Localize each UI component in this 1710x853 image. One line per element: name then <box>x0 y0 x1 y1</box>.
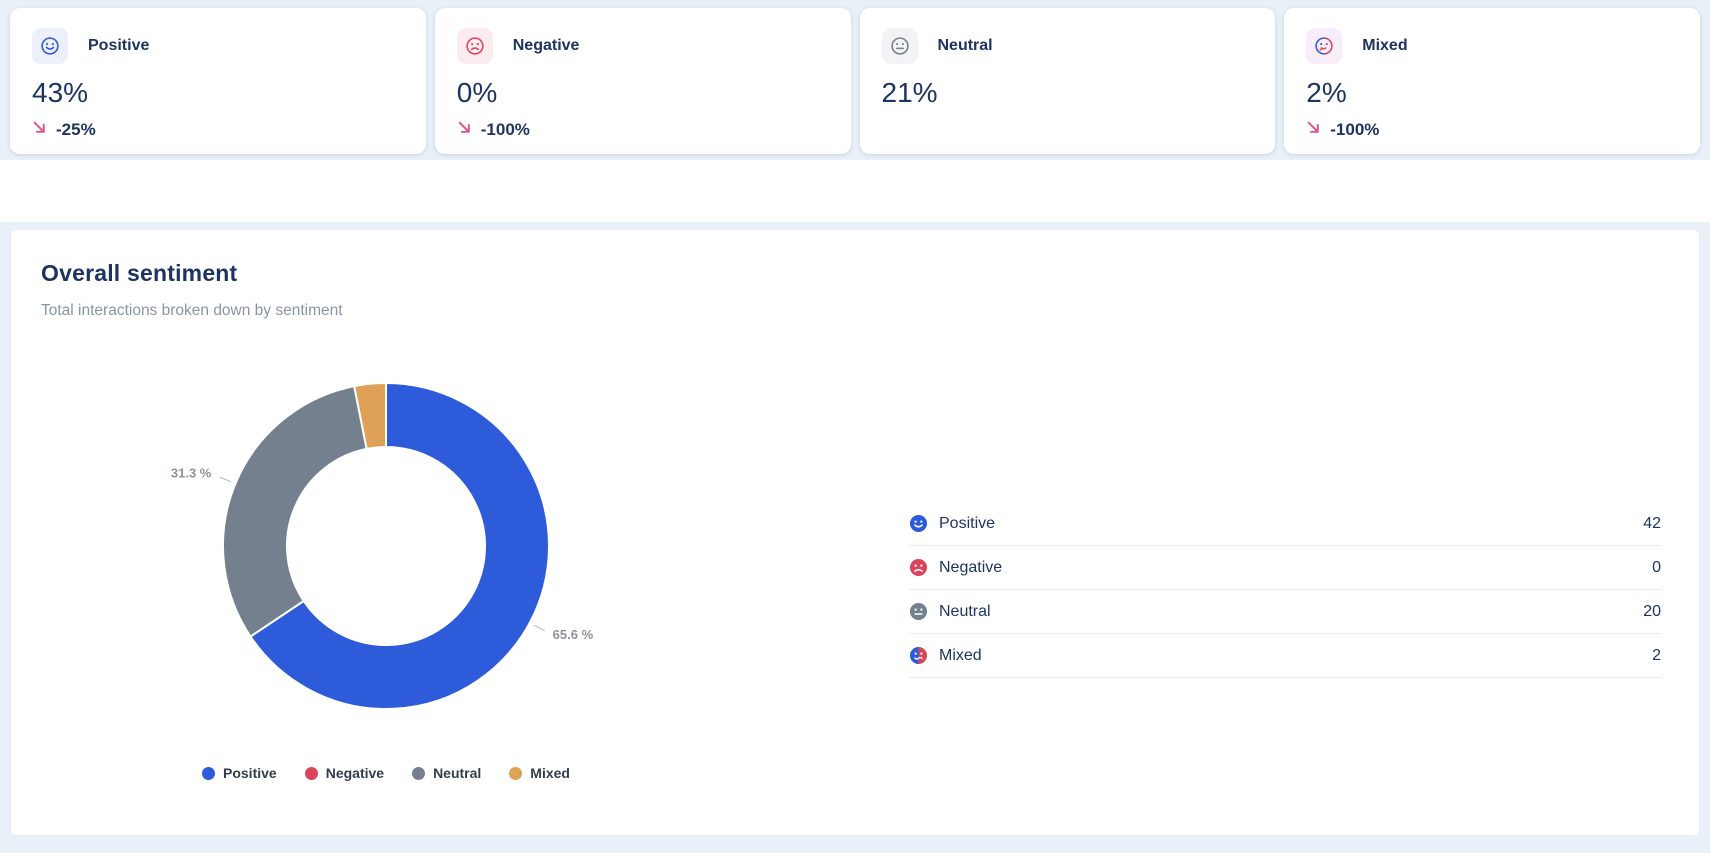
positive-smiley-icon <box>32 28 68 64</box>
stat-card-delta-value: -100% <box>480 120 530 139</box>
stat-card-label: Mixed <box>1362 37 1408 54</box>
slice-label-leader-line <box>533 624 545 632</box>
stat-card-label: Negative <box>512 37 580 54</box>
legend-dot-positive <box>202 766 215 780</box>
slice-percentage-label: 31.3 % <box>171 466 212 481</box>
chart-legend: Positive Negative Neutral Mixed <box>41 765 731 781</box>
legend-dot-mixed <box>509 766 523 780</box>
sentiment-breakdown-list: Positive 42 Negative 0 <box>909 502 1661 781</box>
breakdown-row-neutral[interactable]: Neutral 20 <box>909 590 1661 634</box>
panel-wrapper: Overall sentiment Total interactions bro… <box>0 222 1710 843</box>
stat-card-delta: -25% <box>32 120 404 140</box>
legend-item-mixed[interactable]: Mixed <box>509 765 570 781</box>
donut-chart[interactable]: 65.6 % 31.3 % <box>41 326 731 738</box>
legend-label: Mixed <box>530 765 570 781</box>
breakdown-value: 0 <box>1652 558 1661 576</box>
donut-slice-mixed[interactable] <box>353 381 387 451</box>
stat-card-delta: -100% <box>457 120 829 140</box>
breakdown-row-positive[interactable]: Positive 42 <box>909 502 1661 546</box>
legend-label: Negative <box>325 765 385 781</box>
legend-item-positive[interactable]: Positive <box>202 765 277 781</box>
spacer-band <box>0 160 1710 222</box>
breakdown-value: 42 <box>1643 514 1661 532</box>
neutral-face-icon <box>881 28 918 64</box>
trend-down-arrow-icon <box>457 120 472 140</box>
breakdown-label: Negative <box>939 558 1003 576</box>
neutral-face-icon <box>909 602 928 621</box>
stat-card-value: 2% <box>1306 77 1347 108</box>
stat-card-neutral: Neutral 21% <box>859 8 1276 154</box>
stat-card-value: 43% <box>32 77 89 108</box>
trend-down-arrow-icon <box>32 120 47 140</box>
breakdown-label: Positive <box>939 514 996 532</box>
negative-frown-icon <box>456 28 493 64</box>
breakdown-row-mixed[interactable]: Mixed 2 <box>909 634 1661 678</box>
legend-dot-negative <box>304 766 318 780</box>
legend-dot-neutral <box>412 766 426 780</box>
stat-card-negative: Negative 0% -100% <box>434 8 851 154</box>
slice-label-leader-line <box>219 476 231 483</box>
mixed-face-icon <box>1306 28 1343 64</box>
stat-card-delta-value: -25% <box>56 120 96 139</box>
stat-card-value: 21% <box>881 77 938 108</box>
panel-subtitle: Total interactions broken down by sentim… <box>41 302 343 319</box>
mixed-face-icon <box>909 646 928 665</box>
stats-row: Positive 43% -25% Negative 0% <box>0 0 1710 160</box>
donut-slice-positive[interactable] <box>249 381 550 710</box>
stat-card-positive: Positive 43% -25% <box>10 8 426 154</box>
stat-card-delta: -100% <box>1306 120 1678 140</box>
breakdown-value: 20 <box>1643 602 1661 620</box>
panel-title: Overall sentiment <box>41 260 238 286</box>
legend-item-negative[interactable]: Negative <box>304 765 385 781</box>
slice-percentage-label: 65.6 % <box>553 627 594 642</box>
legend-item-neutral[interactable]: Neutral <box>412 765 481 781</box>
trend-down-arrow-icon <box>1306 120 1321 140</box>
negative-face-icon <box>909 558 928 577</box>
stat-card-mixed: Mixed 2% -100% <box>1284 8 1700 154</box>
donut-slice-neutral[interactable] <box>222 384 368 638</box>
donut-chart-area: 65.6 % 31.3 % Positive Negative Neutral <box>41 326 731 781</box>
breakdown-label: Mixed <box>939 646 982 664</box>
stat-card-label: Neutral <box>937 37 993 54</box>
breakdown-label: Neutral <box>939 602 991 620</box>
breakdown-value: 2 <box>1652 646 1661 664</box>
stat-card-value: 0% <box>456 77 498 108</box>
overall-sentiment-panel: Overall sentiment Total interactions bro… <box>10 229 1700 836</box>
stat-card-delta-value: -100% <box>1330 120 1380 139</box>
legend-label: Neutral <box>433 765 482 781</box>
stat-card-label: Positive <box>88 37 150 54</box>
positive-face-icon <box>909 514 928 533</box>
breakdown-row-negative[interactable]: Negative 0 <box>909 546 1661 590</box>
legend-label: Positive <box>223 765 277 781</box>
